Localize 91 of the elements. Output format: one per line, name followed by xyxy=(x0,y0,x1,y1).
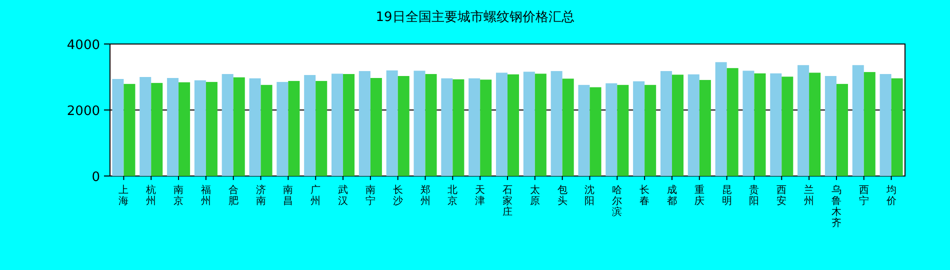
bar xyxy=(358,71,370,176)
bar xyxy=(288,80,300,176)
chart-title: 19日全国主要城市螺纹钢价格汇总 xyxy=(376,9,574,25)
bar xyxy=(644,84,656,176)
bar xyxy=(343,74,355,176)
x-tick-label: 哈尔滨 xyxy=(612,184,622,218)
bar xyxy=(316,80,328,176)
bar xyxy=(222,74,234,176)
x-tick-label: 包头 xyxy=(557,184,568,207)
x-tick-label: 上海 xyxy=(118,184,129,207)
bar xyxy=(233,77,245,176)
x-tick-label: 南京 xyxy=(174,184,184,207)
bar xyxy=(523,72,535,176)
x-tick-label: 昆明 xyxy=(722,185,732,207)
bar xyxy=(633,81,645,176)
x-tick-label: 西安 xyxy=(776,185,787,207)
bar xyxy=(332,74,344,176)
x-tick-label: 贵阳 xyxy=(749,184,760,207)
x-tick-label: 南昌 xyxy=(283,184,294,207)
bar xyxy=(672,74,684,176)
x-tick-label: 北京 xyxy=(448,184,458,207)
bar xyxy=(699,80,711,176)
bar xyxy=(617,84,629,176)
bar xyxy=(480,80,492,176)
bar xyxy=(414,70,426,176)
bar xyxy=(688,74,700,176)
bar xyxy=(606,83,618,176)
x-tick-label: 郑州 xyxy=(420,184,430,207)
bar xyxy=(852,65,864,176)
bar xyxy=(425,74,437,176)
bar xyxy=(276,82,288,176)
bar xyxy=(452,79,464,176)
y-tick-label: 4000 xyxy=(66,38,100,53)
bar xyxy=(824,76,836,176)
x-tick-label: 广州 xyxy=(310,184,321,207)
x-tick-label: 天津 xyxy=(475,185,486,207)
bar xyxy=(770,73,782,176)
x-tick-label: 西宁 xyxy=(858,185,869,207)
bar xyxy=(260,84,272,176)
bar xyxy=(112,78,124,176)
bar xyxy=(167,78,179,176)
x-tick-label: 重庆 xyxy=(694,184,704,207)
bar xyxy=(140,77,152,176)
bar xyxy=(370,78,382,176)
bar xyxy=(124,84,136,176)
bar xyxy=(754,73,766,176)
x-tick-label: 济南 xyxy=(256,184,266,207)
bar xyxy=(496,72,508,176)
x-tick-label: 沈阳 xyxy=(584,184,595,207)
bar xyxy=(660,71,672,176)
bar xyxy=(715,62,727,176)
x-tick-label: 兰州 xyxy=(804,184,814,207)
bar xyxy=(590,87,602,176)
bar xyxy=(386,70,398,176)
bar xyxy=(468,78,480,176)
y-tick-label: 2000 xyxy=(66,104,100,119)
x-tick-label: 乌鲁木齐 xyxy=(831,184,842,229)
bar xyxy=(178,82,190,176)
bar xyxy=(836,84,848,176)
bar xyxy=(508,74,520,176)
bar xyxy=(550,71,562,176)
x-tick-label: 长沙 xyxy=(392,184,403,207)
bar xyxy=(398,76,410,176)
bar xyxy=(782,76,794,176)
bar xyxy=(206,82,218,176)
bar xyxy=(151,82,163,176)
bar xyxy=(304,75,316,176)
bar xyxy=(194,80,206,176)
x-tick-label: 石家庄 xyxy=(502,185,512,218)
x-tick-label: 武汉 xyxy=(338,184,348,207)
x-tick-label: 成都 xyxy=(666,184,677,207)
x-tick-label: 均价 xyxy=(885,184,896,207)
x-tick-label: 杭州 xyxy=(145,184,156,207)
x-tick-label: 长春 xyxy=(640,184,650,207)
x-tick-label: 南宁 xyxy=(365,184,376,207)
x-tick-label: 合肥 xyxy=(228,184,238,207)
bar xyxy=(864,72,876,176)
x-tick-label: 太原 xyxy=(530,184,540,207)
bar xyxy=(441,78,453,176)
bar xyxy=(798,65,810,176)
y-tick-label: 0 xyxy=(92,170,100,185)
bar xyxy=(534,74,546,176)
bar xyxy=(742,70,754,176)
bar xyxy=(809,72,821,176)
bar xyxy=(726,68,738,176)
x-tick-label: 福州 xyxy=(200,184,211,207)
bar xyxy=(562,78,574,176)
bar xyxy=(891,78,903,176)
bar xyxy=(880,74,892,176)
bar xyxy=(249,78,261,176)
bar xyxy=(578,84,590,176)
